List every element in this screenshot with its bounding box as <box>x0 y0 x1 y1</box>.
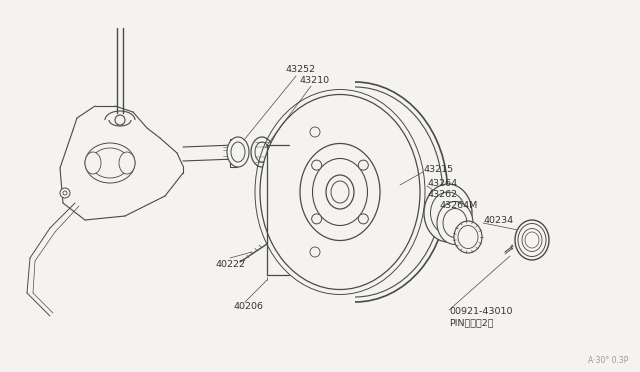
Text: 40234: 40234 <box>484 216 514 225</box>
Ellipse shape <box>85 152 101 174</box>
Circle shape <box>312 214 322 224</box>
Text: 40206: 40206 <box>234 302 264 311</box>
Ellipse shape <box>454 221 482 253</box>
Text: 43210: 43210 <box>299 76 329 85</box>
Text: 43264: 43264 <box>428 179 458 188</box>
Text: 00921-43010: 00921-43010 <box>449 307 513 316</box>
Circle shape <box>312 160 322 170</box>
Text: 43262: 43262 <box>428 190 458 199</box>
Ellipse shape <box>251 137 273 167</box>
Text: 43252: 43252 <box>285 65 315 74</box>
Circle shape <box>60 188 70 198</box>
Ellipse shape <box>515 220 549 260</box>
Circle shape <box>115 115 125 125</box>
Circle shape <box>63 191 67 195</box>
Text: 43215: 43215 <box>424 165 454 174</box>
Text: 40222: 40222 <box>216 260 246 269</box>
Ellipse shape <box>312 158 367 225</box>
Ellipse shape <box>424 184 472 242</box>
Circle shape <box>358 214 369 224</box>
Ellipse shape <box>260 94 420 289</box>
Text: 43264M: 43264M <box>440 201 478 210</box>
Circle shape <box>310 127 320 137</box>
Ellipse shape <box>300 144 380 241</box>
Circle shape <box>310 247 320 257</box>
Ellipse shape <box>227 137 249 167</box>
Circle shape <box>358 160 369 170</box>
Text: A·30° 0.3P: A·30° 0.3P <box>588 356 628 365</box>
Ellipse shape <box>326 175 354 209</box>
Ellipse shape <box>437 202 473 244</box>
Ellipse shape <box>85 143 135 183</box>
Text: PINピン（2）: PINピン（2） <box>449 318 493 327</box>
Ellipse shape <box>119 152 135 174</box>
